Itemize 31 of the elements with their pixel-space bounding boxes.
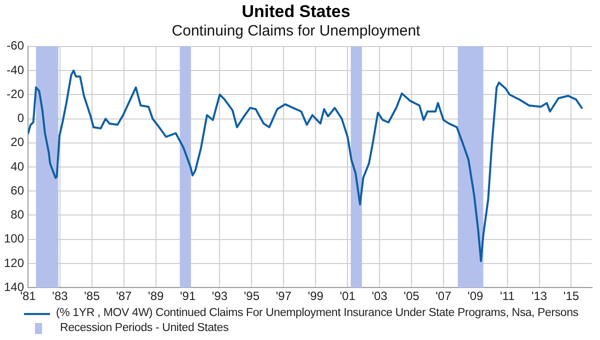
x-tick-label: '91 [180,289,196,304]
y-tick-label: -40 [6,62,24,77]
x-tick-label: '09 [468,289,484,304]
y-tick-label: -60 [6,38,24,53]
x-tick-label: '13 [531,289,548,304]
legend-label: Recession Periods - United States [60,321,229,336]
x-tick-label: '83 [52,289,68,304]
chart-title: United States [242,2,350,21]
x-tick-label: '07 [436,289,452,304]
y-tick-label: 20 [10,135,24,150]
x-tick-label: '89 [148,289,164,304]
x-tick-label: '11 [500,289,516,304]
y-tick-label: 40 [10,159,24,174]
x-tick-label: '05 [404,289,420,304]
x-tick-label: '15 [563,289,580,304]
x-tick-label: '95 [244,289,260,304]
y-tick-label: 100 [4,232,24,246]
y-tick-label: 60 [10,183,24,198]
x-tick-label: '01 [340,289,356,304]
x-tick-label: '85 [84,289,100,304]
x-tick-label: '93 [212,289,228,304]
y-tick-label: -20 [6,86,24,101]
legend-label: (% 1YR , MOV 4W) Continued Claims For Unemployment Insurance Under State Programs, Nsa, Persons [56,306,578,321]
x-tick-label: '97 [276,289,292,304]
x-tick-label: '87 [116,289,132,304]
y-tick-label: 0 [17,111,24,126]
y-tick-label: 80 [10,208,24,222]
chart-subtitle: Continuing Claims for Unemployment [172,22,422,40]
x-tick-label: '03 [372,289,388,304]
y-tick-label: 120 [4,256,24,270]
x-tick-label: '99 [308,289,324,304]
